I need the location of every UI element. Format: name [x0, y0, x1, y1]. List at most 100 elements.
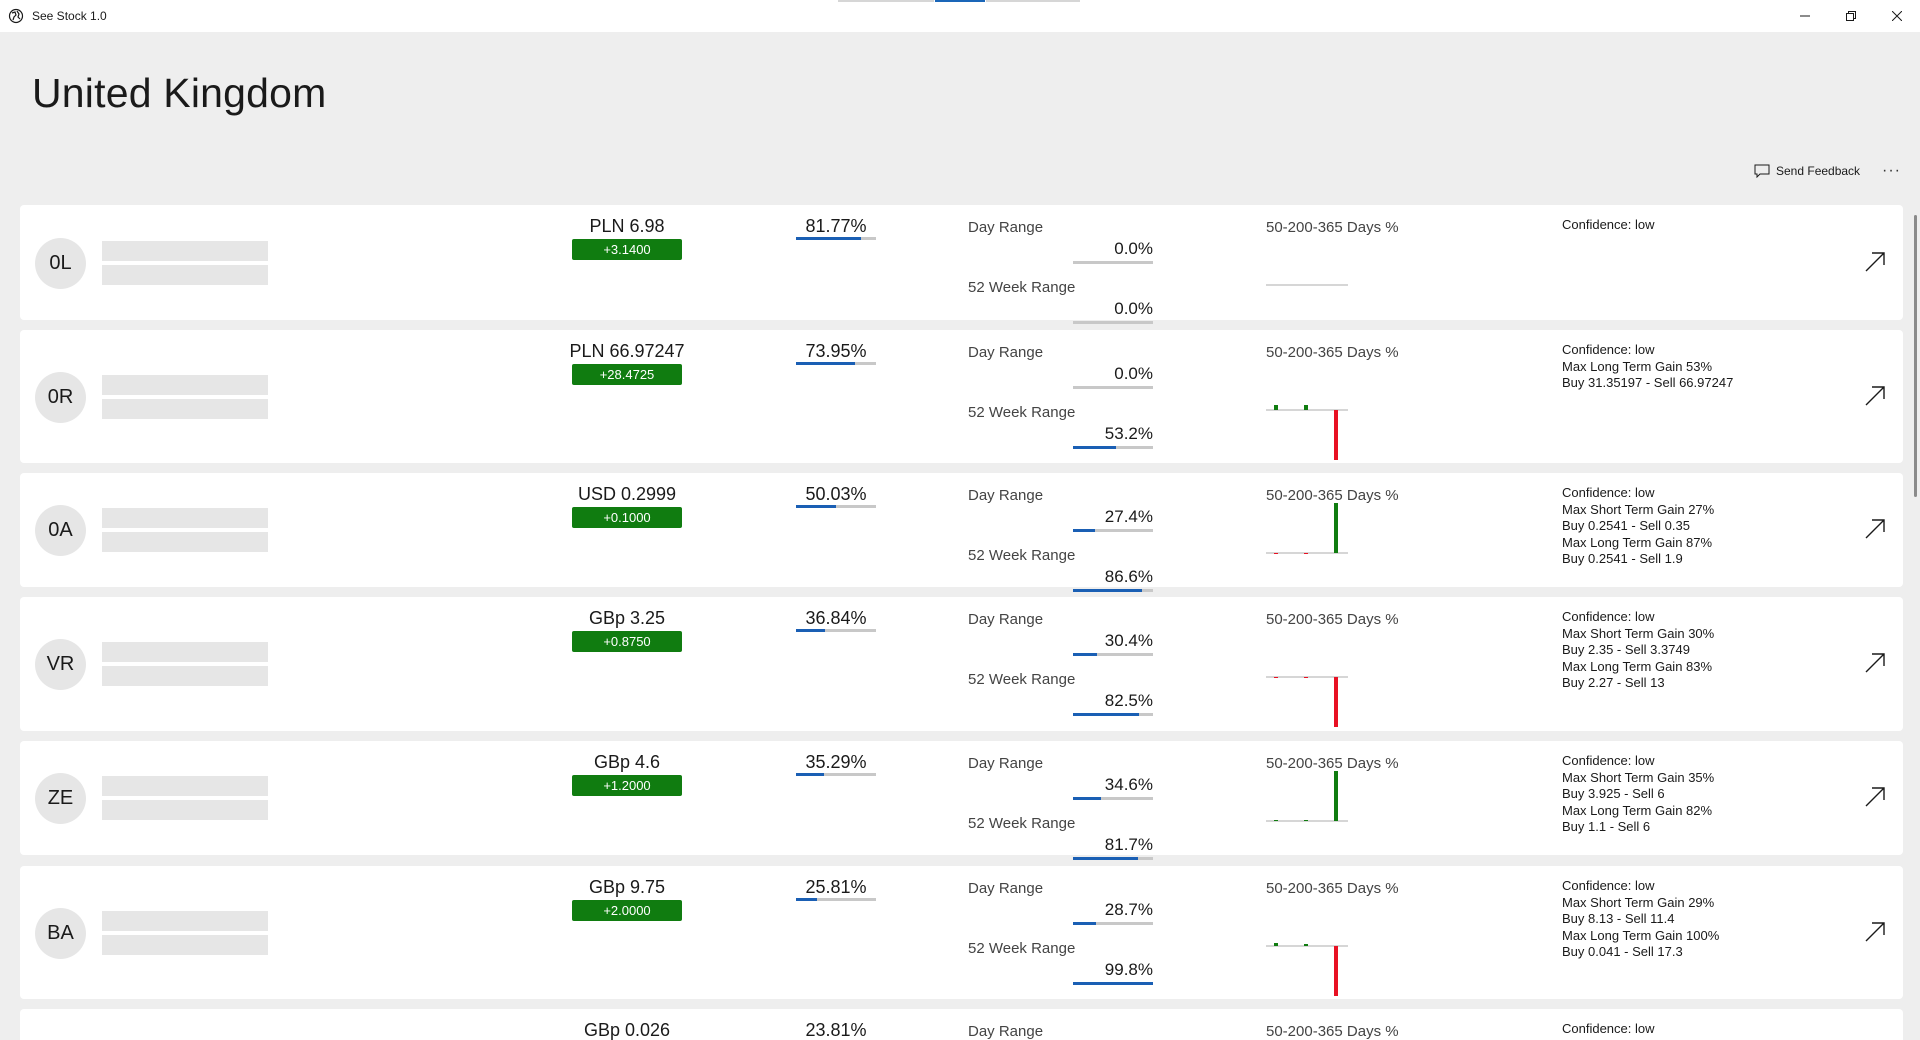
more-options-button[interactable]: ···: [1882, 162, 1901, 179]
confidence-text: Confidence: low Max Short Term Gain 30% Bu…: [1562, 609, 1714, 692]
week-range-value: 82.5%: [1104, 691, 1153, 710]
week-range-bar: [1073, 589, 1153, 592]
stock-row[interactable]: GBp 0.026 23.81% Day Range 50-200-365 Days …: [20, 1009, 1903, 1040]
day-range-bar: [1073, 653, 1153, 656]
percent-value: 36.84%: [805, 608, 867, 628]
restore-icon: [1846, 11, 1856, 21]
week-range-label: 52 Week Range: [968, 815, 1076, 832]
confidence-line: Buy 0.2541 - Sell 0.35: [1562, 518, 1690, 533]
price-block: PLN 6.98 +3.1400: [552, 215, 702, 260]
history-bar: [1334, 410, 1338, 460]
day-range-label: Day Range: [968, 1023, 1044, 1040]
open-details-icon[interactable]: [1862, 383, 1888, 409]
open-details-icon[interactable]: [1862, 650, 1888, 676]
history-label: 50-200-365 Days %: [1266, 344, 1399, 361]
open-details-icon[interactable]: [1862, 249, 1888, 275]
week-range-value: 53.2%: [1104, 424, 1153, 443]
change-badge: +0.1000: [572, 507, 682, 528]
percent-value: 73.95%: [805, 341, 867, 361]
confidence-line: Confidence: low: [1562, 753, 1655, 768]
confidence-line: Buy 0.041 - Sell 17.3: [1562, 944, 1683, 959]
change-badge: +28.4725: [572, 364, 682, 385]
scrollbar[interactable]: [1914, 215, 1917, 497]
history-bar: [1274, 553, 1278, 554]
percent-bar-fill: [796, 898, 817, 901]
price-label: GBp 3.25: [588, 608, 666, 628]
stock-row[interactable]: VR GBp 3.25 +0.8750 36.84% Day Range 30.4% 52 …: [20, 597, 1903, 731]
week-range-bar: [1073, 857, 1153, 860]
confidence-line: Max Short Term Gain 35%: [1562, 769, 1715, 785]
history-chart: [1266, 771, 1348, 822]
price-block: GBp 4.6 +1.2000: [552, 751, 702, 796]
send-feedback-button[interactable]: Send Feedback: [1754, 164, 1860, 178]
confidence-line: Max Long Term Gain 100%: [1562, 927, 1720, 943]
open-details-icon[interactable]: [1862, 919, 1888, 945]
day-range-value: 27.4%: [1104, 507, 1153, 526]
change-badge: +0.8750: [572, 631, 682, 652]
history-bar: [1304, 944, 1308, 946]
price-label: PLN 6.98: [589, 216, 665, 236]
subtitle-placeholder: [102, 399, 268, 419]
name-placeholder: [102, 375, 268, 395]
confidence-text: Confidence: low: [1562, 217, 1655, 234]
week-range-value: 0.0%: [1114, 299, 1153, 318]
open-details-icon[interactable]: [1862, 516, 1888, 542]
history-bar: [1334, 503, 1338, 553]
week-range-bar: [1073, 982, 1153, 985]
history-label: 50-200-365 Days %: [1266, 487, 1399, 504]
price-block: GBp 0.026: [552, 1019, 702, 1040]
price-block: PLN 66.97247 +28.4725: [552, 340, 702, 385]
history-label: 50-200-365 Days %: [1266, 755, 1399, 772]
stock-row[interactable]: ZE GBp 4.6 +1.2000 35.29% Day Range 34.6% 52 W…: [20, 741, 1903, 860]
week-range-bar-fill: [1073, 982, 1153, 985]
confidence-line: Buy 2.27 - Sell 13: [1562, 675, 1665, 690]
percent-block: 73.95%: [796, 340, 876, 365]
confidence-line: Max Short Term Gain 27%: [1562, 501, 1715, 517]
minimize-button[interactable]: [1782, 0, 1828, 32]
page-title: United Kingdom: [32, 70, 327, 116]
name-placeholder: [102, 241, 268, 261]
percent-bar: [796, 362, 876, 365]
day-range-value: 28.7%: [1104, 900, 1153, 919]
price-label: PLN 66.97247: [569, 341, 685, 361]
confidence-line: Buy 2.35 - Sell 3.3749: [1562, 642, 1690, 657]
confidence-line: Buy 1.1 - Sell 6: [1562, 819, 1651, 834]
week-range-bar-fill: [1073, 713, 1139, 716]
stock-row[interactable]: BA GBp 9.75 +2.0000 25.81% Day Range 28.7% 52 …: [20, 866, 1903, 999]
tab-indicator: [838, 0, 934, 2]
percent-block: 35.29%: [796, 751, 876, 776]
confidence-line: Buy 3.925 - Sell 6: [1562, 786, 1665, 801]
day-range-bar: [1073, 386, 1153, 389]
stock-row[interactable]: 0A USD 0.2999 +0.1000 50.03% Day Range 27.4% 5…: [20, 473, 1903, 592]
open-details-icon[interactable]: [1862, 784, 1888, 810]
day-range-value: 0.0%: [1114, 239, 1153, 258]
percent-value: 81.77%: [805, 216, 867, 236]
day-range-bar: [1073, 797, 1153, 800]
subtitle-placeholder: [102, 265, 268, 285]
percent-value: 25.81%: [805, 877, 867, 897]
confidence-line: Max Short Term Gain 29%: [1562, 894, 1715, 910]
confidence-text: Confidence: low Max Short Term Gain 27% Bu…: [1562, 485, 1714, 568]
history-chart: [1266, 943, 1348, 996]
stock-row[interactable]: 0R PLN 66.97247 +28.4725 73.95% Day Range 0.0…: [20, 330, 1903, 463]
title-bar: See Stock 1.0: [0, 0, 1920, 32]
avatar: ZE: [35, 773, 86, 824]
price-block: GBp 9.75 +2.0000: [552, 876, 702, 921]
week-range-label: 52 Week Range: [968, 404, 1076, 421]
price-label: GBp 4.6: [593, 752, 661, 772]
history-bar: [1334, 771, 1338, 821]
stock-row[interactable]: 0L PLN 6.98 +3.1400 81.77% Day Range 0.0% 52 W…: [20, 205, 1903, 324]
close-button[interactable]: [1874, 0, 1920, 32]
avatar: 0R: [35, 372, 86, 423]
percent-block: 23.81%: [796, 1019, 876, 1040]
week-range-label: 52 Week Range: [968, 671, 1076, 688]
day-range-value: 34.6%: [1104, 775, 1153, 794]
change-badge: +3.1400: [572, 239, 682, 260]
percent-value: 50.03%: [805, 484, 867, 504]
week-range-bar: [1073, 321, 1153, 324]
percent-bar-fill: [796, 505, 837, 508]
restore-button[interactable]: [1828, 0, 1874, 32]
confidence-line: Max Short Term Gain 30%: [1562, 625, 1715, 641]
percent-bar: [796, 237, 876, 240]
day-range-label: Day Range: [968, 880, 1044, 897]
